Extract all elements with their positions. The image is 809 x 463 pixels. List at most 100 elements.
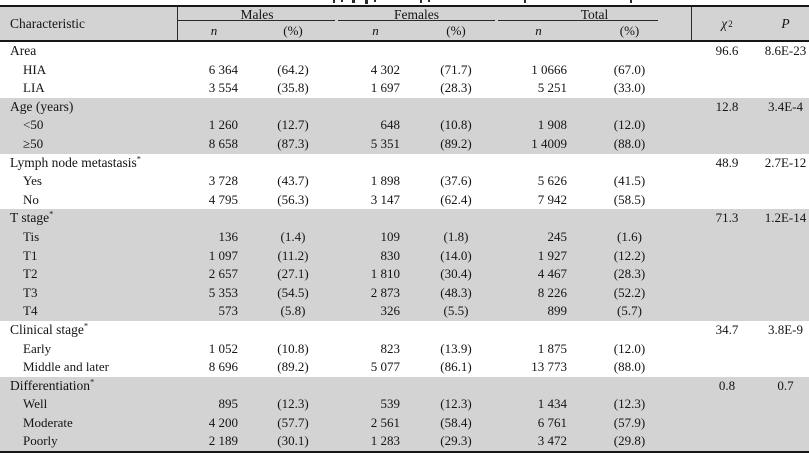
spacer-cell	[679, 42, 692, 61]
males-n-cell: 895	[178, 395, 250, 414]
p-value-cell	[762, 302, 809, 321]
characteristic-cell-text: Well	[23, 396, 48, 412]
characteristic-cell: T2	[0, 265, 178, 284]
p-value-cell	[762, 432, 809, 451]
males-n-cell: 2 189	[178, 432, 250, 451]
females-n-cell: 5 077	[336, 358, 415, 377]
females-n-cell: 648	[336, 116, 415, 135]
footnote-asterisk: *	[83, 320, 89, 331]
males-percent-cell: (56.3)	[250, 191, 336, 210]
spacer-cell	[679, 116, 692, 135]
spacer-cell	[679, 265, 692, 284]
chi-square-cell	[692, 302, 762, 321]
caption-fragment-mark	[630, 0, 632, 3]
chi-square-cell-text: 96.6	[715, 43, 739, 58]
females-n-cell-text: 539	[380, 396, 401, 412]
characteristic-cell: Clinical stage*	[0, 321, 178, 340]
males-percent-cell-text: (12.3)	[277, 396, 309, 412]
total-percent-cell: (29.8)	[580, 432, 679, 451]
males-n-cell-text: 5 353	[208, 284, 238, 300]
table-row: Area 96.6 8.6E-23	[0, 42, 809, 61]
total-n-cell: 1 434	[497, 395, 580, 414]
females-n-cell-text: 648	[380, 117, 401, 133]
total-percent-cell-text: (29.8)	[613, 433, 646, 449]
table-row: HIA 6 364 (64.2) 4 302 (71.7) 1 0666 (67.0)	[0, 61, 809, 80]
chi-square-cell	[692, 172, 762, 191]
p-value-cell: 3.4E-4	[762, 98, 809, 117]
males-n-cell-text: 2 657	[208, 266, 238, 282]
spacer-cell	[679, 172, 692, 191]
total-percent-cell: (12.3)	[580, 395, 679, 414]
males-percent-cell: (87.3)	[250, 135, 336, 154]
females-percent-cell: (1.8)	[415, 228, 497, 247]
males-n-cell	[178, 209, 250, 228]
females-n-cell: 830	[336, 247, 415, 266]
total-n-cell: 5 251	[497, 79, 580, 98]
chi-square-cell	[692, 228, 762, 247]
characteristic-cell: Early	[0, 340, 178, 359]
total-n-cell: 5 626	[497, 172, 580, 191]
females-percent-cell: (48.3)	[415, 284, 497, 303]
header-divider-spacer	[679, 7, 692, 40]
chi-square-cell	[692, 395, 762, 414]
total-percent-cell-text: (12.2)	[613, 247, 646, 263]
chi-square-cell-text: 71.3	[715, 210, 739, 226]
females-percent-cell: (5.5)	[415, 302, 497, 321]
females-n-cell: 1 283	[336, 432, 415, 451]
males-n-cell	[178, 42, 250, 61]
characteristic-cell: HIA	[0, 61, 178, 80]
total-n-cell: 245	[497, 228, 580, 247]
footnote-asterisk: *	[49, 209, 54, 219]
characteristic-cell: Tis	[0, 228, 178, 247]
characteristic-cell-text: Lymph node metastasis	[10, 154, 137, 170]
males-n-cell-text: 4 200	[208, 414, 238, 430]
table-row: Poorly 2 189 (30.1) 1 283 (29.3) 3 472 (29.8)	[0, 432, 809, 452]
males-percent-cell	[250, 98, 336, 117]
males-n-cell-text: 1 052	[208, 340, 238, 356]
females-n-cell: 2 561	[336, 414, 415, 433]
table-row: ≥50 8 658 (87.3) 5 351 (89.2) 1 4009 (88.0)	[0, 134, 809, 154]
characteristic-cell: Lymph node metastasis*	[0, 154, 178, 173]
females-n-cell-text: 2 561	[370, 414, 400, 430]
spacer-cell	[679, 79, 692, 98]
chi-square-cell	[692, 135, 762, 154]
total-n-cell	[497, 42, 580, 61]
females-percent-cell-text: (30.4)	[440, 266, 472, 282]
total-n-cell	[497, 154, 580, 173]
subheader-males-percent: (%)	[283, 23, 303, 38]
females-percent-cell-text: (37.6)	[440, 173, 472, 189]
spacer-cell	[679, 377, 692, 396]
chi-square-cell	[692, 340, 762, 359]
spacer-cell	[679, 358, 692, 377]
characteristic-cell: LIA	[0, 79, 178, 98]
total-n-cell	[497, 321, 580, 340]
total-percent-cell	[580, 321, 679, 340]
total-percent-cell-text: (88.0)	[613, 135, 646, 151]
females-percent-cell-text: (86.1)	[440, 359, 472, 375]
males-percent-cell-text: (64.2)	[277, 61, 309, 77]
caption-fragment-mark	[333, 0, 335, 3]
females-n-cell: 326	[336, 302, 415, 321]
females-percent-cell: (89.2)	[415, 135, 497, 154]
characteristic-cell-text: LIA	[23, 80, 45, 96]
males-n-cell: 2 657	[178, 265, 250, 284]
total-n-cell: 8 226	[497, 284, 580, 303]
total-n-cell	[497, 98, 580, 117]
p-value-cell-text: 0.7	[777, 377, 794, 393]
p-value-cell: 3.8E-9	[762, 321, 809, 340]
p-value-cell-text: 3.4E-4	[767, 98, 804, 114]
males-percent-cell: (35.8)	[250, 79, 336, 98]
chi-square-cell	[692, 61, 762, 80]
table-row: T1 1 097 (11.2) 830 (14.0) 1 927 (12.2)	[0, 246, 809, 266]
table-row: T stage* 71.3 1.2E-14	[0, 209, 809, 228]
characteristic-cell: T1	[0, 247, 178, 266]
p-value-cell-text: 8.6E-23	[764, 43, 807, 58]
males-n-cell-text: 2 189	[208, 433, 238, 449]
subheader-males-n: n	[210, 23, 218, 38]
spacer-cell	[679, 135, 692, 154]
females-percent-cell: (58.4)	[415, 414, 497, 433]
females-n-cell: 109	[336, 228, 415, 247]
caption-fragment-mark	[428, 0, 430, 2]
